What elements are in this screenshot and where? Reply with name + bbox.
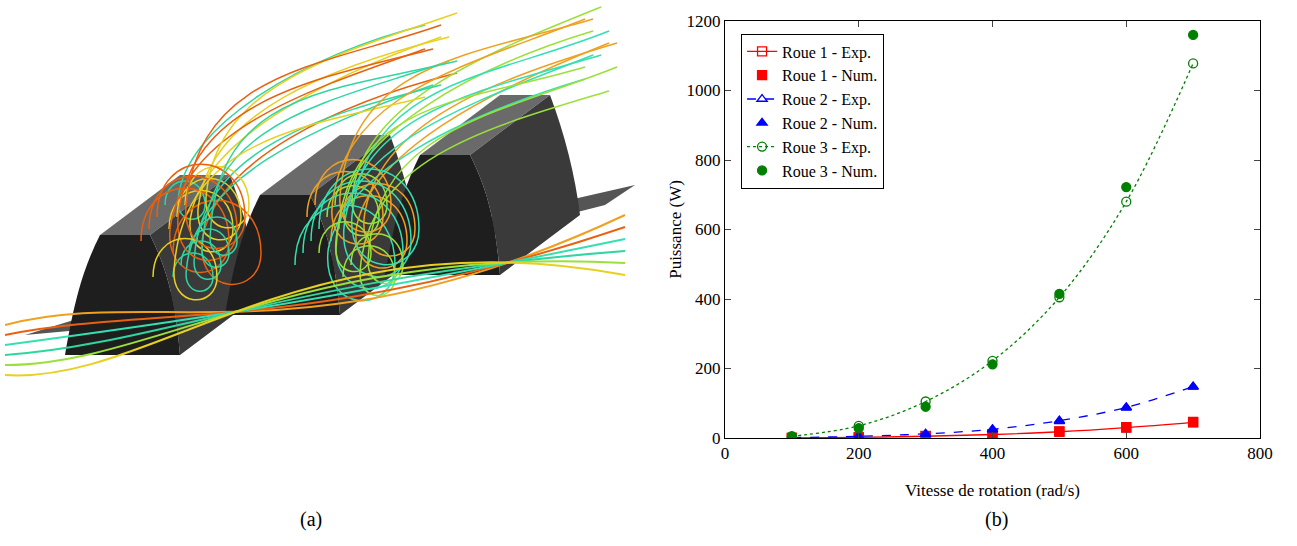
svg-text:200: 200 — [695, 359, 721, 378]
svg-text:200: 200 — [846, 444, 872, 463]
html-text:(b): (b) — [985, 508, 1009, 530]
svg-text:Roue 2 - Exp.: Roue 2 - Exp. — [782, 91, 871, 109]
svg-text:0: 0 — [712, 429, 721, 448]
svg-text:0: 0 — [721, 444, 730, 463]
svg-text:Roue 3 - Num.: Roue 3 - Num. — [782, 163, 877, 180]
svg-text:Puissance (W): Puissance (W) — [666, 180, 685, 279]
svg-text:400: 400 — [695, 290, 721, 309]
html-text:(a): (a) — [300, 508, 323, 530]
svg-text:400: 400 — [980, 444, 1006, 463]
svg-text:800: 800 — [695, 151, 721, 170]
svg-text:600: 600 — [695, 220, 721, 239]
svg-text:Roue 3 - Exp.: Roue 3 - Exp. — [782, 139, 871, 157]
svg-text:600: 600 — [1114, 444, 1140, 463]
svg-text:Vitesse de rotation (rad/s): Vitesse de rotation (rad/s) — [905, 481, 1080, 500]
svg-text:Roue 1 - Num.: Roue 1 - Num. — [782, 67, 877, 84]
svg-text:1200: 1200 — [687, 12, 721, 31]
svg-text:1000: 1000 — [687, 81, 721, 100]
svg-text:800: 800 — [1247, 444, 1273, 463]
svg-text:Roue 1 - Exp.: Roue 1 - Exp. — [782, 44, 871, 62]
svg-text:Roue 2 - Num.: Roue 2 - Num. — [782, 115, 877, 132]
